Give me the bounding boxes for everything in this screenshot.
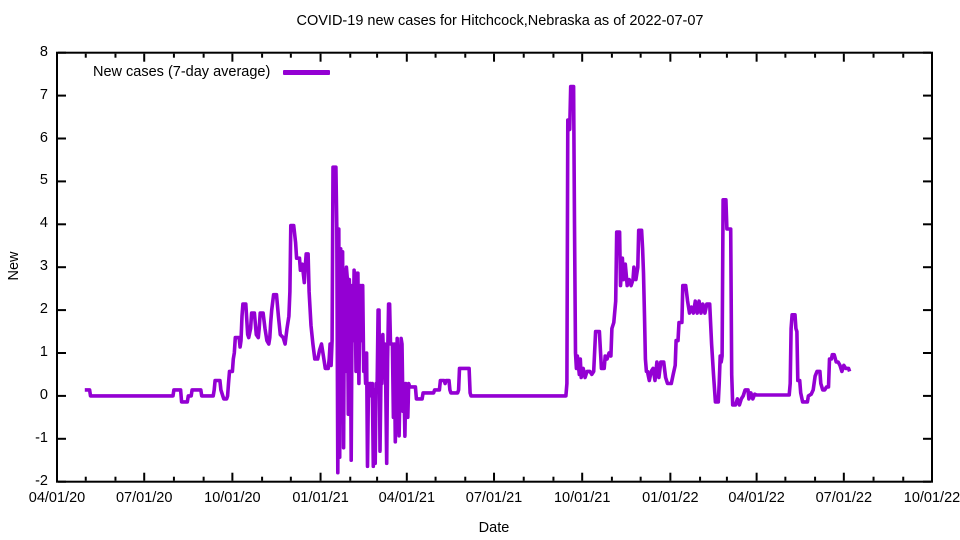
x-tick-label: 10/01/22	[903, 490, 960, 506]
x-tick-label: 07/01/20	[115, 490, 173, 506]
x-tick-label: 04/01/21	[378, 490, 436, 506]
x-tick-label: 04/01/20	[28, 490, 86, 506]
x-tick-label: 04/01/22	[728, 490, 785, 506]
y-tick-label: -1	[35, 429, 48, 446]
x-tick-label: 07/01/22	[815, 490, 873, 506]
x-tick-label: 10/01/21	[553, 490, 611, 506]
legend-label: New cases (7-day average)	[93, 64, 271, 80]
chart-title: COVID-19 new cases for Hitchcock,Nebrask…	[296, 13, 704, 29]
y-tick-label: 0	[39, 386, 48, 403]
plot-border	[56, 51, 933, 483]
series-line-new-cases	[84, 84, 852, 475]
legend-line-sample	[283, 69, 331, 75]
y-tick-label: 8	[39, 43, 48, 60]
y-tick-label: 6	[39, 129, 48, 146]
x-tick-label: 01/01/21	[292, 490, 349, 506]
y-tick-label: 3	[39, 258, 48, 275]
y-tick-label: 4	[39, 215, 48, 232]
y-tick-label: -2	[35, 472, 48, 489]
legend: New cases (7-day average)	[93, 64, 331, 80]
y-tick-label: 1	[39, 344, 48, 360]
y-tick-label: 2	[39, 301, 48, 318]
y-tick-label: 7	[39, 86, 48, 103]
x-axis-title: Date	[478, 520, 510, 536]
x-tick-label: 01/01/22	[642, 490, 699, 506]
x-tick-label: 07/01/21	[465, 490, 523, 506]
y-tick-label: 5	[39, 172, 48, 189]
x-tick-label: 10/01/20	[204, 490, 261, 506]
